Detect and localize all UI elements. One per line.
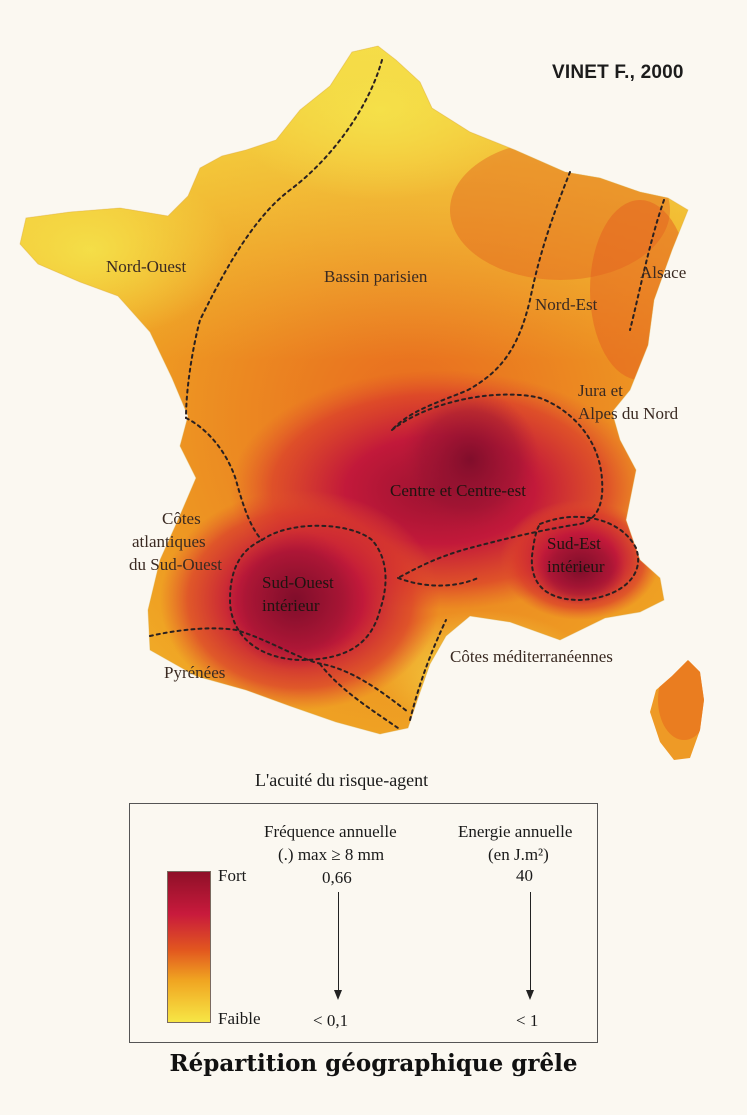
region-label-sud-est-line1: Sud-Est <box>547 534 601 553</box>
region-label-cotes-atlantiques-line2: atlantiques <box>132 532 206 551</box>
energy-arrow-shaft <box>530 892 531 992</box>
frequency-min-value: < 0,1 <box>313 1011 349 1030</box>
legend-title: L'acuité du risque-agent <box>255 770 429 790</box>
region-label-sud-ouest-line1: Sud-Ouest <box>262 573 334 592</box>
region-label-cotes-atlantiques-line3: du Sud-Ouest <box>129 555 223 574</box>
region-label-jura-line2: Alpes du Nord <box>578 404 679 423</box>
france-hail-map <box>19 45 704 760</box>
author-credit: VINET F., 2000 <box>552 62 684 83</box>
energy-header-line2: (en J.m²) <box>488 845 549 864</box>
zone-boundaries <box>149 59 665 729</box>
energy-max-value: 40 <box>516 866 533 885</box>
scale-label-faible: Faible <box>218 1009 261 1028</box>
region-label-sud-est-line2: intérieur <box>547 557 605 576</box>
energy-header-line1: Energie annuelle <box>458 822 573 841</box>
frequency-max-value: 0,66 <box>322 868 352 887</box>
region-label-cotes-atlantiques-line1: Côtes <box>162 509 201 528</box>
region-label-pyrenees: Pyrénées <box>164 663 226 682</box>
region-label-jura-line1: Jura et <box>578 381 623 400</box>
region-label-sud-ouest-line2: intérieur <box>262 596 320 615</box>
frequency-arrow-shaft <box>338 892 339 992</box>
region-label-alsace: Alsace <box>640 263 687 282</box>
frequency-arrow-head <box>334 990 342 1000</box>
frequency-header-line1: Fréquence annuelle <box>264 822 397 841</box>
scale-label-fort: Fort <box>218 866 247 885</box>
page-title: Répartition géographique grêle <box>169 1050 578 1077</box>
region-label-cotes-mediterraneennes: Côtes méditerranéennes <box>450 647 613 666</box>
frequency-header-line2: (.) max ≥ 8 mm <box>278 845 385 864</box>
region-label-nord-ouest: Nord-Ouest <box>106 257 187 276</box>
region-label-centre: Centre et Centre-est <box>390 481 526 500</box>
color-scale-bar <box>167 871 211 1023</box>
region-label-nord-est: Nord-Est <box>535 295 598 314</box>
energy-min-value: < 1 <box>516 1011 539 1030</box>
corsica <box>650 660 704 760</box>
energy-arrow-head <box>526 990 534 1000</box>
region-label-bassin-parisien: Bassin parisien <box>324 267 428 286</box>
